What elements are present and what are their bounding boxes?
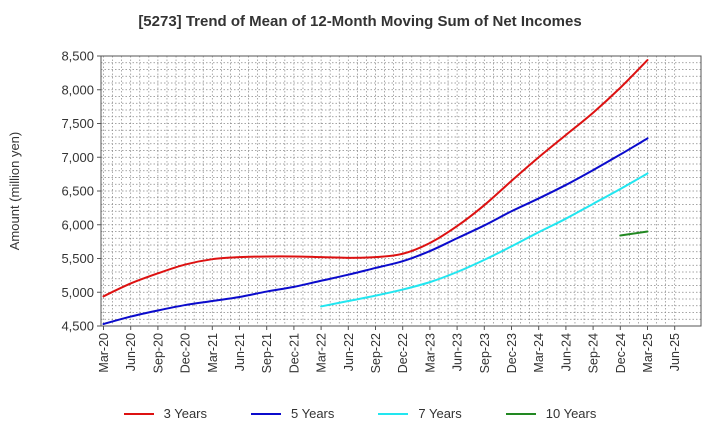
x-tick-label: Mar-20: [97, 333, 111, 373]
x-tick-label: Jun-22: [342, 333, 356, 371]
legend-swatch: [378, 412, 409, 415]
series-line-7-years: [320, 172, 649, 308]
x-tick-label: Dec-24: [614, 333, 628, 373]
y-tick-label: 7,500: [61, 116, 94, 131]
legend-swatch: [505, 412, 536, 415]
series-line-3-years: [102, 59, 649, 298]
y-tick-label: 5,000: [61, 285, 94, 300]
x-tick-label: Sep-24: [587, 333, 601, 373]
x-tick-label: Jun-25: [668, 333, 682, 371]
legend-label: 5 Years: [291, 406, 335, 421]
legend-item: 10 Years: [505, 406, 597, 421]
x-tick-label: Jun-20: [124, 333, 138, 371]
x-tick-label: Jun-23: [451, 333, 465, 371]
series-layer: [102, 59, 649, 325]
x-tick-label: Sep-23: [478, 333, 492, 373]
legend-label: 3 Years: [163, 406, 207, 421]
x-tick-label: Jun-21: [233, 333, 247, 371]
x-tick-label: Sep-21: [260, 333, 274, 373]
y-tick-label: 6,500: [61, 184, 94, 199]
legend-swatch: [251, 412, 281, 415]
axis-layer: 4,500 5,000 5,500 6,000 6,500 7,000 7,500 8,000…: [61, 49, 682, 374]
y-tick-label: 7,000: [61, 150, 94, 165]
x-tick-label: Mar-25: [641, 333, 655, 373]
y-tick-label: 6,000: [61, 217, 94, 232]
legend-label: 10 Years: [545, 406, 597, 421]
legend-label: 7 Years: [418, 406, 462, 421]
y-tick-label: 8,500: [61, 49, 94, 64]
legend-item: 3 Years: [123, 406, 207, 421]
series-line-5-years: [102, 137, 649, 325]
y-tick-label: 5,500: [61, 251, 94, 266]
x-tick-label: Dec-23: [505, 333, 519, 373]
x-tick-label: Sep-22: [369, 333, 383, 373]
grid-layer: [101, 55, 701, 327]
x-tick-label: Mar-23: [423, 333, 437, 373]
y-tick-label: 8,000: [61, 82, 94, 97]
legend-swatch: [123, 412, 154, 415]
y-tick-label: 4,500: [61, 319, 94, 334]
x-tick-label: Mar-24: [532, 333, 546, 373]
x-tick-label: Sep-20: [151, 333, 165, 373]
x-tick-label: Dec-22: [396, 333, 410, 373]
x-tick-label: Mar-22: [315, 333, 329, 373]
series-line-10-years: [619, 230, 649, 237]
x-tick-label: Dec-20: [179, 333, 193, 373]
x-tick-label: Mar-21: [206, 333, 220, 373]
legend-item: 7 Years: [378, 406, 462, 421]
x-tick-label: Dec-21: [287, 333, 301, 373]
x-tick-label: Jun-24: [559, 333, 573, 371]
legend: 3 Years 5 Years 7 Years 10 Years: [0, 406, 720, 421]
y-axis-label: Amount (million yen): [7, 132, 22, 251]
chart-title: [5273] Trend of Mean of 12-Month Moving …: [138, 13, 582, 30]
legend-item: 5 Years: [251, 406, 334, 421]
